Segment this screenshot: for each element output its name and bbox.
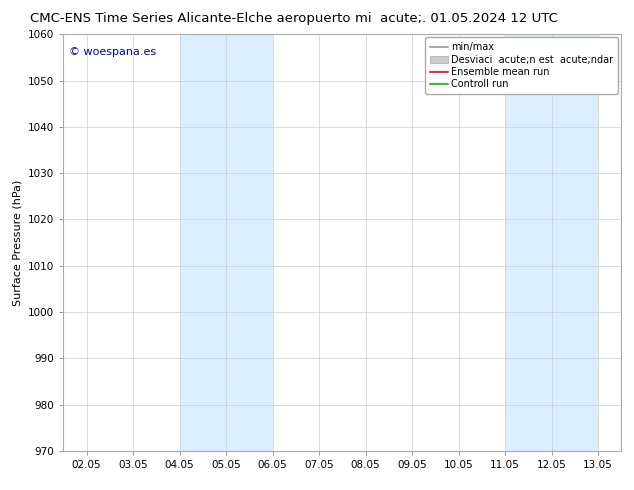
Text: CMC-ENS Time Series Alicante-Elche aeropuerto: CMC-ENS Time Series Alicante-Elche aerop… — [30, 12, 351, 25]
Bar — [179, 34, 273, 451]
Legend: min/max, Desviaci  acute;n est  acute;ndar, Ensemble mean run, Controll run: min/max, Desviaci acute;n est acute;ndar… — [425, 37, 618, 94]
Text: © woespana.es: © woespana.es — [69, 47, 156, 57]
Text: mi  acute;. 01.05.2024 12 UTC: mi acute;. 01.05.2024 12 UTC — [355, 12, 558, 25]
Y-axis label: Surface Pressure (hPa): Surface Pressure (hPa) — [13, 179, 23, 306]
Bar — [505, 34, 598, 451]
